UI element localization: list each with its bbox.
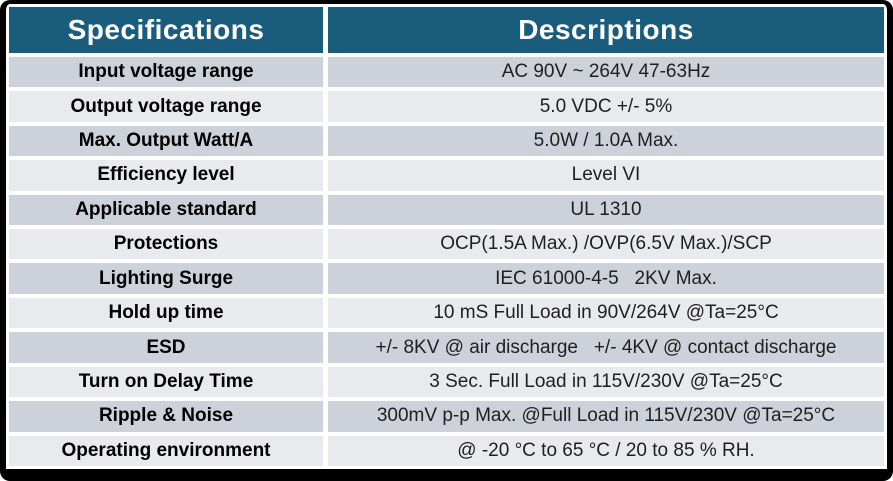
header-specifications: Specifications (9, 7, 323, 53)
spec-cell: Output voltage range (9, 91, 323, 122)
spec-cell: Input voltage range (9, 57, 323, 88)
spec-cell: Protections (9, 229, 323, 260)
desc-cell: IEC 61000-4-5 2KV Max. (328, 263, 884, 294)
desc-cell: Level VI (328, 160, 884, 191)
header-descriptions: Descriptions (328, 7, 884, 53)
spec-cell: Operating environment (9, 435, 323, 466)
desc-cell: 5.0W / 1.0A Max. (328, 125, 884, 157)
desc-cell: OCP(1.5A Max.) /OVP(6.5V Max.)/SCP (328, 229, 884, 260)
spec-cell: Ripple & Noise (9, 401, 323, 432)
spec-cell: Turn on Delay Time (9, 366, 323, 398)
spec-cell: ESD (9, 332, 323, 363)
desc-cell: 300mV p-p Max. @Full Load in 115V/230V @… (328, 401, 884, 432)
spec-cell: Lighting Surge (9, 263, 323, 294)
desc-cell: 10 mS Full Load in 90V/264V @Ta=25°C (328, 297, 884, 329)
spec-cell: Applicable standard (9, 194, 323, 226)
spec-cell: Hold up time (9, 297, 323, 329)
desc-cell: UL 1310 (328, 194, 884, 226)
desc-cell: +/- 8KV @ air discharge +/- 4KV @ contac… (328, 332, 884, 363)
desc-cell: AC 90V ~ 264V 47-63Hz (328, 57, 884, 88)
spec-cell: Max. Output Watt/A (9, 125, 323, 157)
spec-cell: Efficiency level (9, 160, 323, 191)
desc-cell: 3 Sec. Full Load in 115V/230V @Ta=25°C (328, 366, 884, 398)
desc-cell: 5.0 VDC +/- 5% (328, 91, 884, 122)
desc-cell: @ -20 °C to 65 °C / 20 to 85 % RH. (328, 435, 884, 466)
